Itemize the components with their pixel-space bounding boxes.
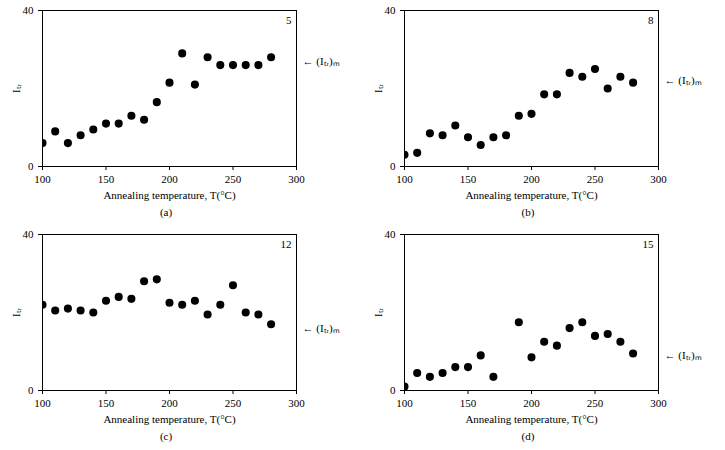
svg-text:Annealing temperature, T(°C): Annealing temperature, T(°C) [103,189,236,202]
svg-text:250: 250 [225,173,242,185]
svg-text:40: 40 [385,228,397,240]
svg-text:← (Iₜᵣ)ₘ: ← (Iₜᵣ)ₘ [665,74,702,87]
svg-text:100: 100 [34,173,51,185]
svg-text:0: 0 [28,384,34,396]
svg-text:Iₜᵣ: Iₜᵣ [10,83,22,93]
svg-text:← (Iₜᵣ)ₘ: ← (Iₜᵣ)ₘ [665,349,702,362]
svg-text:40: 40 [23,228,35,240]
svg-text:Iₜᵣ: Iₜᵣ [372,307,384,317]
svg-text:300: 300 [650,173,667,185]
svg-text:250: 250 [587,173,604,185]
svg-text:40: 40 [385,4,397,16]
svg-text:150: 150 [460,173,477,185]
svg-text:40: 40 [23,4,35,16]
svg-text:200: 200 [161,173,178,185]
svg-text:100: 100 [34,397,51,409]
svg-text:100: 100 [396,173,413,185]
svg-text:150: 150 [98,173,115,185]
svg-text:← (Iₜᵣ)ₘ: ← (Iₜᵣ)ₘ [303,55,340,68]
svg-text:8: 8 [648,14,654,26]
svg-text:0: 0 [390,160,396,172]
svg-text:100: 100 [396,397,413,409]
svg-text:300: 300 [288,397,305,409]
svg-text:300: 300 [650,397,667,409]
svg-text:Iₜᵣ: Iₜᵣ [10,307,22,317]
html-text:(c): (c) [159,430,173,442]
svg-text:150: 150 [98,397,115,409]
svg-text:200: 200 [523,397,540,409]
svg-text:← (Iₜᵣ)ₘ: ← (Iₜᵣ)ₘ [303,322,340,335]
svg-text:5: 5 [286,14,292,26]
svg-text:0: 0 [390,384,396,396]
svg-text:300: 300 [288,173,305,185]
svg-text:Annealing temperature, T(°C): Annealing temperature, T(°C) [465,189,598,202]
html-text:(a): (a) [159,206,173,218]
svg-text:12: 12 [281,238,292,250]
svg-text:0: 0 [28,160,34,172]
html-text:(b): (b) [521,206,535,218]
svg-text:250: 250 [587,397,604,409]
svg-text:Iₜᵣ: Iₜᵣ [372,83,384,93]
svg-text:150: 150 [460,397,477,409]
svg-text:15: 15 [643,238,655,250]
svg-text:200: 200 [523,173,540,185]
svg-text:200: 200 [161,397,178,409]
html-text:(d): (d) [521,430,535,442]
svg-text:Annealing temperature, T(°C): Annealing temperature, T(°C) [465,413,598,426]
svg-text:Annealing temperature, T(°C): Annealing temperature, T(°C) [103,413,236,426]
svg-text:250: 250 [225,397,242,409]
